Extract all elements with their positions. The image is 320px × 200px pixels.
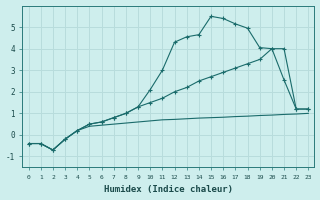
X-axis label: Humidex (Indice chaleur): Humidex (Indice chaleur) (104, 185, 233, 194)
